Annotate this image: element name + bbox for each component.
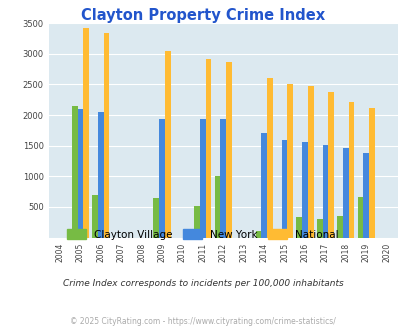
Bar <box>266 78 272 238</box>
Bar <box>368 108 374 238</box>
Bar <box>103 33 109 238</box>
Bar <box>357 197 362 238</box>
Bar <box>296 217 301 238</box>
Bar <box>159 119 164 238</box>
Bar <box>200 119 205 238</box>
Bar <box>83 28 89 238</box>
Bar <box>281 140 287 238</box>
Bar <box>214 176 220 238</box>
Legend: Clayton Village, New York, National: Clayton Village, New York, National <box>63 225 342 244</box>
Text: Crime Index corresponds to incidents per 100,000 inhabitants: Crime Index corresponds to incidents per… <box>62 279 343 288</box>
Bar <box>287 84 292 238</box>
Bar <box>205 59 211 238</box>
Bar <box>362 153 368 238</box>
Bar <box>98 112 103 238</box>
Bar <box>328 92 333 238</box>
Bar <box>337 216 342 238</box>
Bar <box>307 86 313 238</box>
Text: © 2025 CityRating.com - https://www.cityrating.com/crime-statistics/: © 2025 CityRating.com - https://www.city… <box>70 317 335 326</box>
Bar <box>226 62 231 238</box>
Bar <box>316 218 322 238</box>
Bar <box>164 51 170 238</box>
Bar <box>153 198 159 238</box>
Bar <box>301 142 307 238</box>
Text: Clayton Property Crime Index: Clayton Property Crime Index <box>81 8 324 23</box>
Bar <box>261 133 266 238</box>
Bar <box>92 195 98 238</box>
Bar <box>77 109 83 238</box>
Bar <box>348 102 354 238</box>
Bar <box>322 145 328 238</box>
Bar <box>72 106 77 238</box>
Bar <box>220 119 226 238</box>
Bar <box>342 148 348 238</box>
Bar <box>194 206 200 238</box>
Bar <box>255 231 261 238</box>
